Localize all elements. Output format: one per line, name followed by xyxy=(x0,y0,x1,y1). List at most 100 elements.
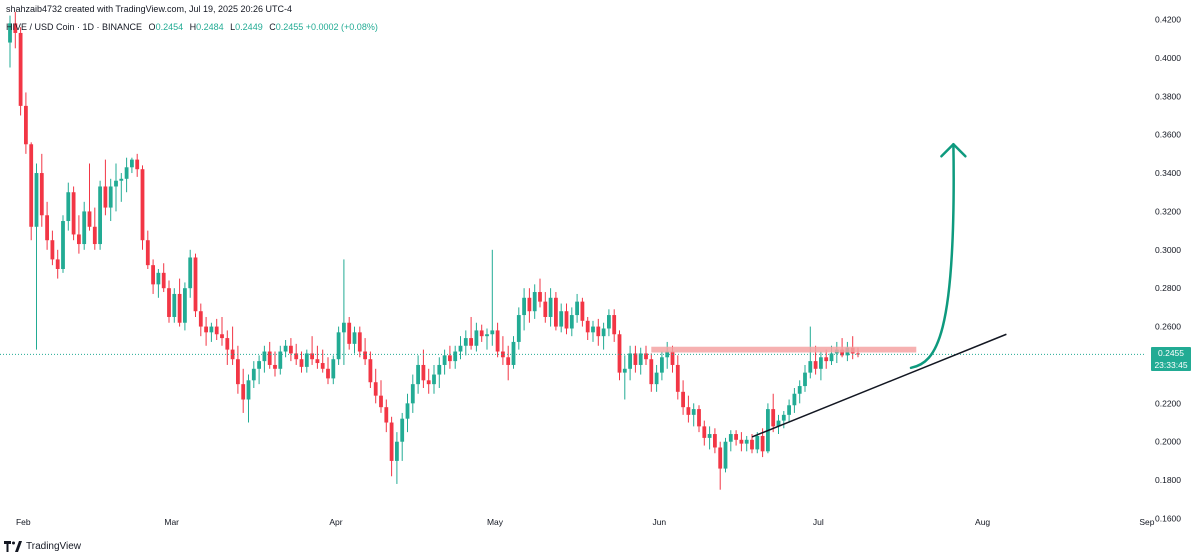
candle-body xyxy=(781,414,786,421)
candle xyxy=(61,215,65,273)
candle-body xyxy=(675,364,680,392)
candle-body xyxy=(458,345,463,352)
candle-body xyxy=(548,297,553,317)
candle-body xyxy=(145,240,150,266)
candle-body xyxy=(315,359,320,364)
candle xyxy=(575,293,579,323)
candle-body xyxy=(363,351,367,360)
candle xyxy=(744,435,749,452)
candle-body xyxy=(230,349,235,360)
candle-body xyxy=(167,288,171,317)
last-price-value: 0.2455 xyxy=(1158,348,1184,359)
candle-body xyxy=(389,422,394,461)
open-value: 0.2454 xyxy=(155,22,184,32)
candle-body xyxy=(108,186,113,208)
candle xyxy=(453,345,458,369)
candle xyxy=(463,330,468,356)
y-tick-label: 0.1800 xyxy=(1155,475,1181,485)
candle-body xyxy=(559,311,564,327)
y-tick-label: 0.4000 xyxy=(1155,53,1181,63)
candle xyxy=(776,414,781,435)
candle xyxy=(320,349,325,373)
candle-body xyxy=(283,345,288,352)
candle-body xyxy=(665,351,670,358)
candle-body xyxy=(718,447,723,469)
symbol-info[interactable]: HIVE / USD Coin · 1D · BINANCE xyxy=(6,22,143,32)
candle-body xyxy=(18,32,23,106)
candle-body xyxy=(225,338,230,350)
candle xyxy=(236,345,240,394)
candle-body xyxy=(501,351,505,358)
candle-body xyxy=(198,311,203,327)
candle-body xyxy=(55,259,60,269)
candle-body xyxy=(697,409,701,427)
y-axis: 0.4200 0.4000 0.3800 0.3600 0.3400 0.3200 0.30… xyxy=(1155,15,1181,524)
y-tick-label: 0.4200 xyxy=(1155,15,1181,25)
candle xyxy=(352,326,357,354)
candle-body xyxy=(728,434,733,442)
candle-body xyxy=(432,374,436,385)
candle xyxy=(416,355,420,394)
candle xyxy=(273,351,277,377)
candle xyxy=(426,368,431,394)
candle-body xyxy=(29,144,34,227)
candle-body xyxy=(479,330,484,337)
candle xyxy=(172,288,177,323)
candle xyxy=(119,173,124,202)
candle-body xyxy=(24,105,28,145)
candle-body xyxy=(644,353,648,360)
candle-body xyxy=(702,426,707,438)
candle xyxy=(617,330,622,381)
footer-brand[interactable]: TradingView xyxy=(4,538,81,554)
candle xyxy=(368,351,373,388)
y-tick-label: 0.1600 xyxy=(1155,513,1181,523)
candle-body xyxy=(50,240,55,260)
candle-body xyxy=(591,326,595,333)
candle xyxy=(660,351,664,381)
candle-body xyxy=(183,288,187,323)
candle-body xyxy=(532,292,537,312)
candle xyxy=(389,416,394,477)
candle xyxy=(442,349,447,375)
candle-body xyxy=(469,338,473,346)
projection-arrow-layer xyxy=(909,143,967,370)
candle xyxy=(66,182,71,231)
candle-body xyxy=(368,359,373,383)
candle xyxy=(379,380,383,413)
candle-body xyxy=(575,301,579,316)
candle-body xyxy=(803,372,807,387)
candle xyxy=(24,92,28,154)
trendline-layer xyxy=(751,333,1007,438)
candle xyxy=(766,403,770,454)
candle-body xyxy=(506,357,511,365)
candle-body xyxy=(442,355,447,365)
candle-body xyxy=(622,368,627,373)
close-value: 0.2455 xyxy=(275,22,304,32)
candle xyxy=(612,309,617,342)
candle-body xyxy=(331,359,336,379)
candle xyxy=(188,249,193,298)
candle xyxy=(145,230,150,269)
candle-body xyxy=(511,341,516,365)
candle-body xyxy=(617,334,622,373)
candle xyxy=(713,428,717,454)
candle-body xyxy=(819,357,823,369)
candle-body xyxy=(543,301,548,317)
candle-body xyxy=(214,326,219,335)
candle xyxy=(310,336,314,365)
candle xyxy=(750,434,754,454)
candle xyxy=(50,230,55,266)
candle xyxy=(543,292,548,323)
candle-body xyxy=(686,407,691,415)
footer-brand-label: TradingView xyxy=(26,540,82,552)
candle xyxy=(34,163,39,350)
candle xyxy=(77,215,81,254)
projection-arrow-head xyxy=(940,143,967,158)
x-tick-label: Feb xyxy=(16,517,31,527)
candle-body xyxy=(82,211,87,245)
candle-body xyxy=(485,334,489,337)
candle-body xyxy=(638,353,643,365)
candle xyxy=(299,351,304,373)
candle-body xyxy=(421,364,426,381)
